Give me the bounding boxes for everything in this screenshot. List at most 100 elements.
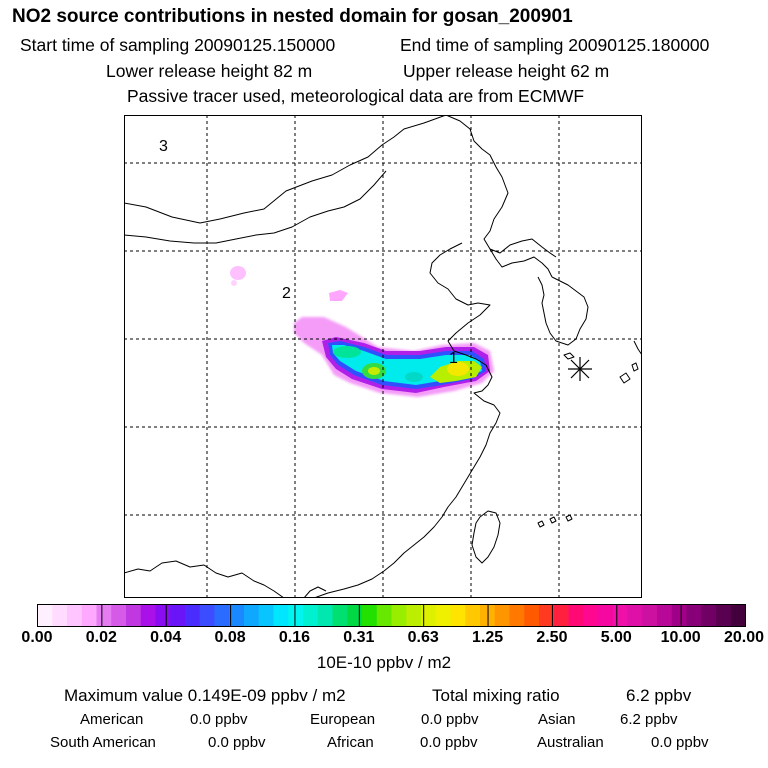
colorbar-cell [199, 604, 215, 627]
colorbar-cell [421, 604, 437, 627]
colorbar-cell [657, 604, 673, 627]
source-label-3: 3 [159, 138, 168, 155]
colorbar-cell [155, 604, 171, 627]
colorbar-cell [37, 604, 53, 627]
colorbar-cell [465, 604, 481, 627]
colorbar-cell [52, 604, 68, 627]
coastlines-borders [124, 115, 642, 598]
colorbar-cell [111, 604, 127, 627]
colorbar-cell [598, 604, 614, 627]
region-south-american-value: 0.0 ppbv [208, 734, 266, 751]
hainan-coast [303, 586, 327, 598]
ryukyu-2 [549, 516, 557, 524]
colorbar-cell [273, 604, 289, 627]
lower-release-height: Lower release height 82 m [106, 61, 313, 81]
region-european-value: 0.0 ppbv [421, 711, 479, 728]
colorbar-cell [81, 604, 97, 627]
total-mixing-ratio-value: 6.2 ppbv [626, 686, 692, 705]
colorbar-tick-label: 10.00 [660, 629, 701, 646]
coast-manchuria [445, 115, 557, 258]
japan-kyushu [633, 340, 642, 356]
region-american-value: 0.0 ppbv [190, 711, 248, 728]
colorbar-cell [509, 604, 525, 627]
release-heights: Lower release height 82 m Upper release … [106, 61, 609, 82]
colorbar-tick-label: 0.00 [21, 629, 53, 646]
colorbar-cell [170, 604, 186, 627]
colorbar-cell [376, 604, 392, 627]
colorbar-cell [67, 604, 83, 627]
ryukyu-3 [565, 514, 573, 522]
colorbar-cell [524, 604, 540, 627]
colorbar-cell [406, 604, 422, 627]
plume-teal [405, 372, 423, 382]
map-title: NO2 source contributions in nested domai… [12, 6, 573, 27]
ryukyu-1 [537, 520, 545, 528]
colorbar-cell [126, 604, 142, 627]
region-australian-value: 0.0 ppbv [651, 734, 709, 751]
colorbar-cell [229, 604, 245, 627]
colorbar-tick-label: 5.00 [600, 629, 632, 646]
colorbar-cell [612, 604, 628, 627]
japan-island-1 [619, 372, 631, 384]
colorbar-cell [303, 604, 319, 627]
source-label-1: 1 [449, 350, 458, 367]
border-china-southwest [124, 560, 285, 598]
upper-release-height: Upper release height 62 m [403, 61, 610, 81]
colorbar-cell [140, 604, 156, 627]
end-time: End time of sampling 20090125.180000 [400, 35, 710, 55]
colorbar-cell [701, 604, 717, 627]
start-time: Start time of sampling 20090125.150000 [20, 35, 336, 55]
colorbar-cell [716, 604, 732, 627]
plume-yellow-center [368, 367, 380, 375]
colorbar-cell [671, 604, 687, 627]
source-label-2: 2 [282, 285, 291, 302]
max-value: Maximum value 0.149E-09 ppbv / m2 [64, 686, 346, 705]
total-mixing-ratio-label: Total mixing ratio [432, 686, 560, 705]
colorbar-frame [37, 604, 746, 627]
colorbar-cell [627, 604, 643, 627]
colorbar-tick-label: 0.16 [278, 629, 311, 646]
colorbar-cell [96, 604, 112, 627]
korea-jeju [563, 352, 575, 360]
colorbar-cell [347, 604, 363, 627]
region-south-american: South American [50, 734, 156, 751]
colorbar-cell [686, 604, 702, 627]
colorbar-cell [494, 604, 510, 627]
border-mongolia-north [124, 115, 447, 224]
colorbar-cell [435, 604, 451, 627]
colorbar-tick-label: 1.25 [471, 629, 504, 646]
colorbar-cell [480, 604, 496, 627]
colorbar-cell [539, 604, 555, 627]
map-panel: 1 2 3 [124, 115, 642, 598]
colorbar-tick-label: 20.00 [723, 629, 764, 646]
colorbar-cell [730, 604, 746, 627]
concentration-plume [230, 266, 494, 397]
summary-max-line: Maximum value 0.149E-09 ppbv / m2 Total … [64, 686, 691, 706]
colorbar-cell [214, 604, 230, 627]
plume-max-core [447, 362, 469, 376]
region-australian: Australian [537, 734, 604, 751]
colorbar-cell [317, 604, 333, 627]
colorbar-cell [568, 604, 584, 627]
coast-bohai [429, 242, 491, 356]
sampling-times: Start time of sampling 20090125.150000 E… [20, 35, 709, 56]
asterisk-icon [568, 357, 592, 381]
border-korea [489, 248, 553, 278]
coast-korea [537, 276, 589, 346]
plume-green-west [333, 346, 361, 358]
coast-china-east [313, 354, 501, 598]
region-asian: Asian [538, 711, 576, 728]
taiwan-outline [471, 510, 501, 564]
colorbar-cell [362, 604, 378, 627]
colorbar-cell [185, 604, 201, 627]
japan-island-2 [631, 362, 639, 372]
region-asian-value: 6.2 ppbv [620, 711, 678, 728]
colorbar-cell [583, 604, 599, 627]
colorbar-cell [450, 604, 466, 627]
colorbar-tick-label: 0.04 [150, 629, 182, 646]
colorbar-unit: 10E-10 ppbv / m2 [316, 653, 452, 672]
region-african-value: 0.0 ppbv [420, 734, 478, 751]
plume-patch-mid [329, 290, 348, 301]
border-mongolia-south [124, 170, 387, 244]
region-american: American [80, 711, 144, 728]
